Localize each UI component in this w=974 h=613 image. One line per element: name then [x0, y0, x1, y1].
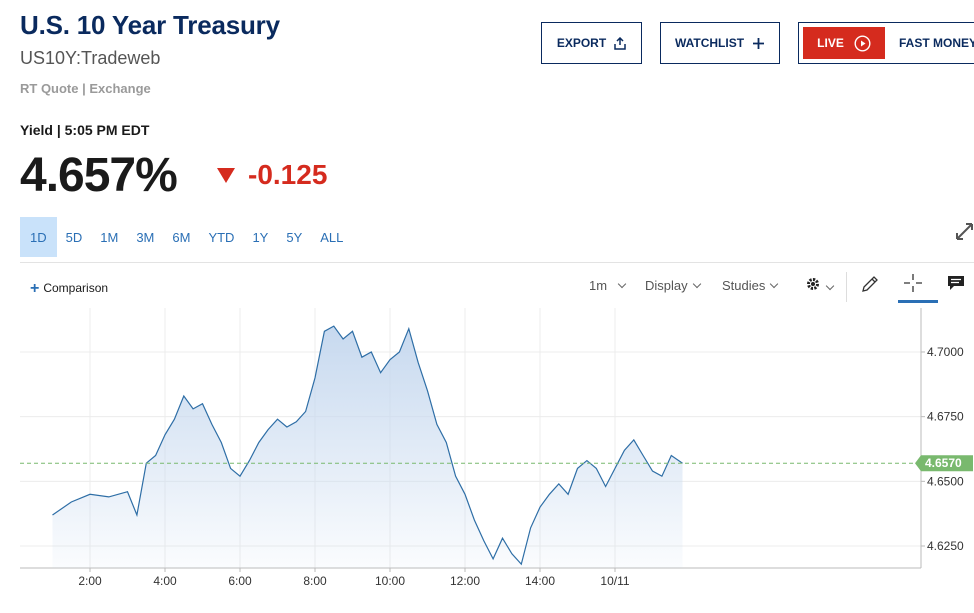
price-change: -0.125: [248, 159, 328, 190]
watchlist-label: WATCHLIST: [674, 36, 745, 50]
toolbar-divider: [20, 262, 974, 263]
comparison-button[interactable]: + Comparison: [30, 280, 108, 298]
display-label: Display: [645, 278, 688, 293]
fast-money-label: FAST MONEY: [899, 36, 974, 50]
gear-icon: [805, 278, 825, 295]
y-tick-label: 4.6750: [927, 410, 964, 424]
y-tick-label: 4.6500: [927, 474, 964, 488]
y-tick-label: 4.7000: [927, 345, 964, 359]
draw-tool-button[interactable]: [860, 274, 880, 297]
plus-icon: [752, 37, 765, 50]
toolbar-separator: [846, 272, 847, 302]
range-6m[interactable]: 6M: [172, 229, 191, 245]
price-line: [52, 325, 683, 566]
watchlist-button[interactable]: WATCHLIST: [660, 22, 780, 64]
last-price: 4.657%: [20, 149, 178, 202]
interval-label: 1m: [589, 278, 608, 293]
active-tool-indicator: [898, 300, 938, 303]
plus-icon: +: [30, 280, 40, 297]
current-value-badge: [915, 455, 973, 472]
studies-dropdown[interactable]: Studies: [722, 278, 779, 293]
annotation-button[interactable]: [947, 275, 965, 294]
comment-icon: [947, 276, 965, 294]
interval-dropdown[interactable]: 1m: [589, 278, 627, 293]
settings-dropdown[interactable]: [805, 276, 834, 295]
share-icon: [614, 36, 626, 50]
chevron-down-icon: [770, 279, 779, 289]
price-area: [52, 326, 683, 568]
comparison-label: Comparison: [43, 281, 109, 295]
page-title: U.S. 10 Year Treasury: [20, 10, 280, 40]
live-badge: LIVE: [803, 27, 885, 59]
range-1y[interactable]: 1Y: [252, 229, 269, 245]
chevron-down-icon: [692, 279, 701, 289]
export-button[interactable]: EXPORT: [541, 22, 642, 64]
x-tick-label: 6:00: [228, 574, 252, 588]
range-5y[interactable]: 5Y: [286, 229, 303, 245]
crosshair-icon: [903, 274, 923, 296]
x-tick-label: 2:00: [78, 574, 102, 588]
chevron-down-icon: [825, 281, 834, 291]
price-chart[interactable]: 4.7000 4.6750 4.6500 4.6250 4.6570 2:00 4:00 6:…: [0, 300, 974, 613]
live-tv-button[interactable]: LIVE FAST MONEY: [798, 22, 974, 64]
range-ytd[interactable]: YTD: [208, 229, 235, 245]
quote-source: RT Quote | Exchange: [20, 81, 151, 96]
x-tick-label: 14:00: [525, 574, 555, 588]
chevron-down-icon: [617, 279, 627, 289]
play-icon: [854, 34, 871, 52]
x-tick-label: 10:00: [375, 574, 405, 588]
down-arrow-icon: [217, 168, 235, 183]
x-tick-label: 4:00: [153, 574, 177, 588]
time-range-selector: 1D 5D 1M 3M 6M YTD 1Y 5Y ALL: [20, 217, 352, 257]
range-1m[interactable]: 1M: [100, 229, 119, 245]
display-dropdown[interactable]: Display: [645, 278, 701, 293]
y-tick-label: 4.6250: [927, 539, 964, 553]
range-5d[interactable]: 5D: [65, 229, 83, 245]
current-value-label: 4.6570: [925, 456, 962, 470]
expand-icon[interactable]: [954, 216, 974, 242]
range-3m[interactable]: 3M: [136, 229, 155, 245]
live-label: LIVE: [817, 36, 844, 50]
crosshair-button[interactable]: [903, 273, 923, 296]
x-tick-label: 8:00: [303, 574, 327, 588]
symbol-label: US10Y:Tradeweb: [20, 48, 161, 68]
range-all[interactable]: ALL: [320, 229, 344, 245]
range-1d[interactable]: 1D: [20, 217, 57, 257]
yield-timestamp: Yield | 5:05 PM EDT: [20, 122, 150, 138]
studies-label: Studies: [722, 278, 766, 293]
x-tick-label: 12:00: [450, 574, 480, 588]
export-label: EXPORT: [556, 36, 607, 50]
pencil-icon: [860, 276, 880, 297]
x-tick-label: 10/11: [600, 574, 629, 588]
